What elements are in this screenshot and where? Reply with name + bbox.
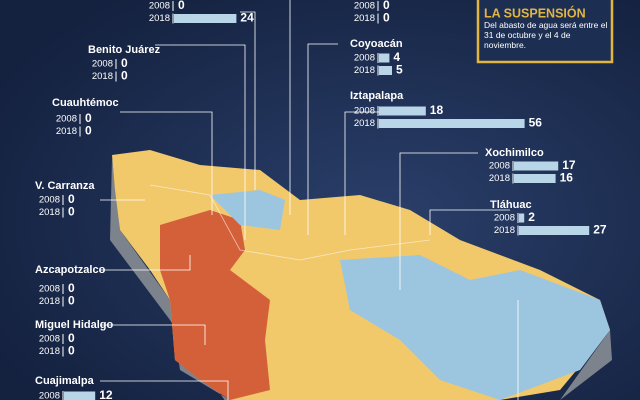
year-label: 2008	[494, 213, 515, 224]
bar	[514, 161, 559, 171]
value-label: 0	[178, 0, 185, 12]
note-box	[476, 0, 614, 64]
year-label: 2018	[494, 225, 515, 236]
borough-name: Cuajimalpa	[35, 375, 95, 387]
borough-name: Coyoacán	[350, 38, 403, 50]
year-label: 2008	[354, 53, 375, 64]
year-label: 2018	[149, 13, 170, 24]
year-label: 2018	[354, 118, 375, 129]
value-label: 0	[121, 56, 128, 70]
borough-name: Iztapalapa	[350, 90, 404, 102]
year-label: 2008	[56, 114, 77, 125]
value-label: 0	[68, 344, 75, 358]
value-label: 12	[99, 388, 113, 400]
year-label: 2008	[489, 161, 510, 172]
value-label: 16	[560, 171, 574, 185]
year-label: 2008	[354, 106, 375, 117]
borough-name: Tláhuac	[490, 199, 532, 211]
year-label: 2008	[92, 59, 113, 70]
value-label: 0	[68, 331, 75, 345]
value-label: 0	[68, 192, 75, 206]
year-label: 2018	[39, 296, 60, 307]
borough-name: Xochimilco	[485, 147, 544, 159]
value-label: 0	[85, 124, 92, 138]
year-label: 2018	[92, 71, 113, 82]
value-label: 0	[383, 11, 390, 25]
value-label: 0	[68, 294, 75, 308]
bar	[174, 14, 237, 23]
value-label: 2	[528, 210, 535, 224]
year-label: 2018	[56, 126, 77, 137]
value-label: 27	[593, 223, 607, 237]
note-title: LA SUSPENSIÓN	[484, 5, 586, 20]
value-label: 17	[562, 158, 576, 172]
year-label: 2018	[354, 13, 375, 24]
bar	[519, 213, 525, 223]
value-label: 0	[383, 0, 390, 12]
year-label: 2018	[354, 65, 375, 76]
year-label: 2018	[39, 346, 60, 357]
borough-name: Miguel Hidalgo	[35, 319, 114, 331]
bar	[379, 53, 390, 63]
value-label: 56	[529, 116, 543, 130]
value-label: 0	[68, 281, 75, 295]
year-label: 2008	[39, 195, 60, 206]
note-text-box: Del abasto de agua será entre el 31 de o…	[484, 20, 608, 50]
value-label: 0	[85, 111, 92, 125]
note-text: Del abasto de agua será entre el 31 de o…	[484, 20, 608, 50]
bar	[64, 391, 96, 400]
year-label: 2018	[39, 207, 60, 218]
bar	[379, 119, 525, 128]
value-label: 24	[240, 11, 254, 25]
year-label: 2008	[39, 334, 60, 345]
borough-name: Benito Juárez	[88, 44, 161, 56]
value-label: 18	[430, 103, 444, 117]
value-label: 4	[393, 50, 400, 64]
year-label: 2008	[39, 284, 60, 295]
year-label: 2008	[354, 1, 375, 12]
year-label: 2008	[149, 1, 170, 12]
bar	[519, 226, 590, 235]
borough-name: Azcapotzalco	[35, 264, 106, 276]
value-label: 0	[68, 205, 75, 219]
value-label: 5	[396, 63, 403, 77]
bar	[379, 66, 392, 75]
borough-name: Cuauhtémoc	[52, 97, 119, 109]
year-label: 2008	[39, 391, 60, 400]
value-label: 0	[121, 69, 128, 83]
year-label: 2018	[489, 173, 510, 184]
bar	[379, 106, 426, 116]
map	[110, 150, 612, 400]
bar	[514, 174, 556, 183]
borough-name: V. Carranza	[35, 180, 95, 192]
